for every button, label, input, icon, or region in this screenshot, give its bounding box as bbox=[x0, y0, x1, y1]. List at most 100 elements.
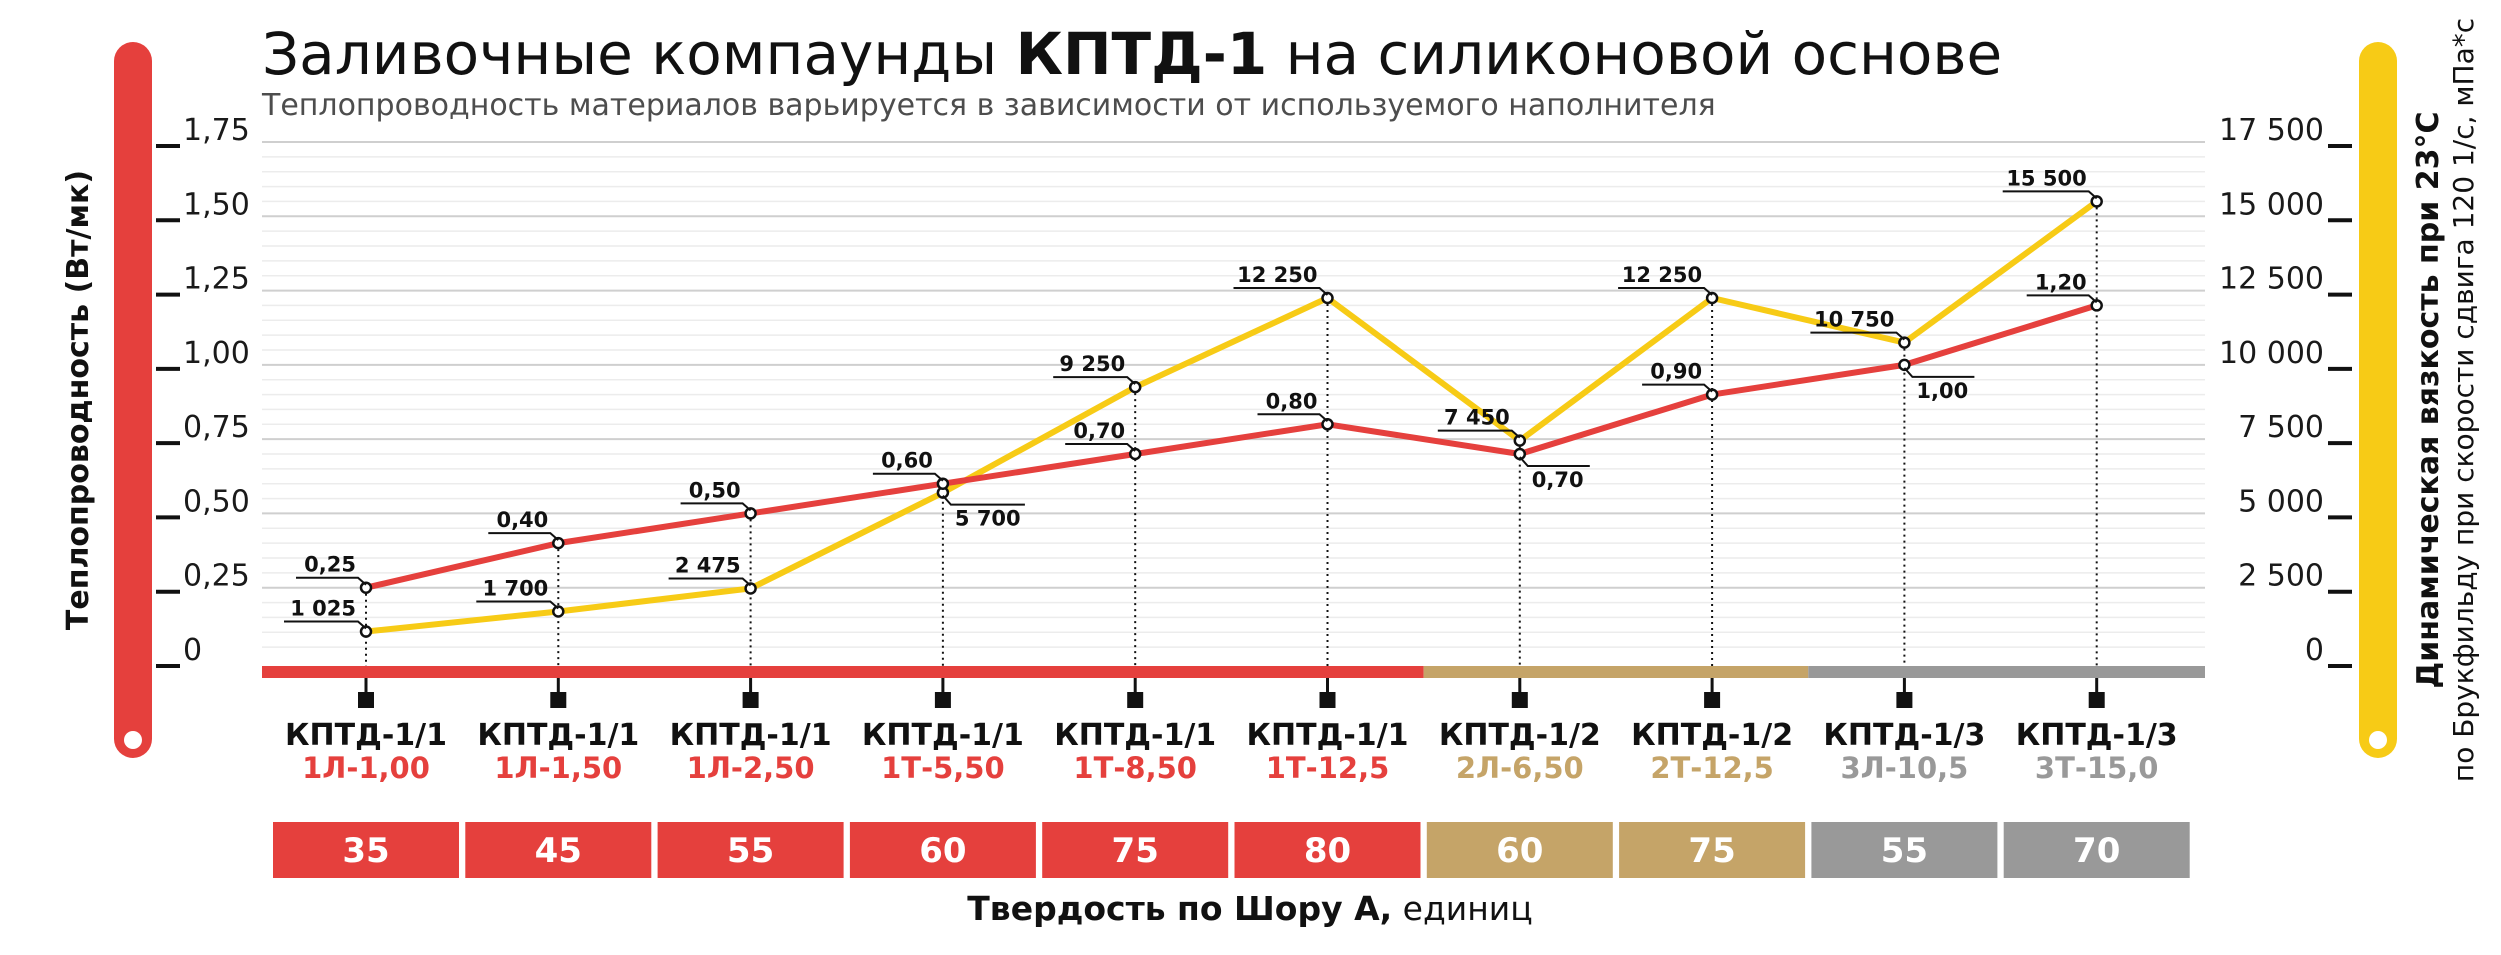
point-conductivity bbox=[1898, 358, 1911, 372]
data-label-conductivity: 0,40 bbox=[496, 508, 548, 532]
data-label-conductivity: 0,50 bbox=[689, 478, 741, 502]
point-viscosity bbox=[1898, 336, 1911, 349]
point-conductivity bbox=[1513, 447, 1527, 461]
hardness-value: 60 bbox=[919, 831, 966, 871]
category-name: КПТД-1/1 bbox=[670, 718, 832, 753]
point-conductivity bbox=[2090, 299, 2103, 312]
point-conductivity bbox=[1321, 418, 1334, 431]
left-tick-label: 1,50 bbox=[183, 187, 250, 222]
category-marker bbox=[1127, 692, 1144, 708]
data-label-conductivity: 1,00 bbox=[1916, 379, 1968, 403]
leader-line bbox=[1810, 331, 1906, 341]
category-marker bbox=[1896, 692, 1913, 708]
data-label-conductivity: 0,70 bbox=[1532, 468, 1584, 492]
point-conductivity bbox=[552, 536, 565, 550]
category-name: КПТД-1/1 bbox=[862, 718, 1024, 753]
category-marker bbox=[742, 692, 759, 708]
category-code: 1Л-1,00 bbox=[302, 751, 430, 785]
left-tick-label: 0,75 bbox=[183, 410, 250, 445]
right-tick-label: 2 500 bbox=[2238, 559, 2324, 594]
right-tick-label: 5 000 bbox=[2238, 484, 2324, 519]
leader-line bbox=[1257, 413, 1329, 423]
category-labels: КПТД-1/11Л-1,00КПТД-1/11Л-1,50КПТД-1/11Л… bbox=[285, 678, 2178, 785]
category-code: 1Т-5,50 bbox=[881, 751, 1005, 785]
hardness-value: 55 bbox=[1881, 831, 1928, 871]
category-marker bbox=[1511, 692, 1528, 708]
right-tick-label: 15 000 bbox=[2219, 187, 2324, 222]
hardness-value: 45 bbox=[535, 831, 582, 871]
point-conductivity bbox=[1128, 447, 1142, 461]
right-tick-label: 12 500 bbox=[2219, 262, 2324, 297]
hardness-box bbox=[1042, 822, 1229, 878]
category-marker bbox=[934, 692, 951, 708]
point-viscosity bbox=[1321, 291, 1334, 305]
point-conductivity bbox=[744, 507, 757, 520]
category-code: 1Л-2,50 bbox=[687, 751, 815, 785]
category-marker bbox=[1319, 692, 1336, 708]
category-name: КПТД-1/1 bbox=[477, 718, 639, 753]
leader-line bbox=[872, 472, 944, 482]
data-label-conductivity: 1,20 bbox=[2035, 270, 2087, 294]
left-tick-label: 0,50 bbox=[183, 484, 250, 519]
hardness-value: 55 bbox=[727, 831, 774, 871]
data-label-viscosity: 7 450 bbox=[1444, 406, 1510, 430]
leader-line bbox=[1618, 287, 1713, 296]
data-label-viscosity: 10 750 bbox=[1814, 308, 1894, 332]
category-marker bbox=[1704, 692, 1721, 708]
right-tick-label: 7 500 bbox=[2238, 410, 2324, 445]
hardness-box bbox=[1811, 822, 1998, 878]
hardness-box bbox=[849, 822, 1036, 878]
grid bbox=[262, 141, 2205, 648]
right-axis-title: Динамическая вязкость при 23°С bbox=[2411, 112, 2446, 689]
point-conductivity bbox=[359, 581, 373, 594]
hardness-box bbox=[657, 822, 844, 878]
data-label-viscosity: 2 475 bbox=[675, 553, 741, 577]
hardness-box bbox=[1426, 822, 1613, 878]
hardness-value: 75 bbox=[1112, 831, 1159, 871]
hardness-value: 70 bbox=[2073, 831, 2120, 871]
data-label-viscosity: 1 025 bbox=[290, 597, 356, 621]
category-name: КПТД-1/3 bbox=[1823, 718, 1985, 753]
right-axis-subtitle: по Брукфильду при скорости сдвига 120 1/… bbox=[2447, 18, 2480, 782]
category-name: КПТД-1/2 bbox=[1631, 718, 1793, 753]
data-label-viscosity: 9 250 bbox=[1059, 352, 1125, 376]
data-label-conductivity: 0,90 bbox=[1650, 360, 1702, 384]
chart-subtitle: Теплопроводность материалов варьируется … bbox=[261, 88, 1716, 123]
leader-line bbox=[284, 620, 367, 630]
leader-line bbox=[680, 502, 752, 512]
leader-line bbox=[1519, 456, 1590, 467]
data-label-viscosity: 1 700 bbox=[483, 576, 549, 600]
point-viscosity bbox=[359, 625, 373, 638]
left-tick-label: 0,25 bbox=[183, 559, 250, 594]
point-viscosity bbox=[552, 605, 565, 618]
leader-line bbox=[1642, 383, 1713, 393]
category-code: 1Т-8,50 bbox=[1073, 751, 1197, 785]
hardness-value: 60 bbox=[1496, 831, 1543, 871]
hardness-box bbox=[1619, 822, 1806, 878]
category-name: КПТД-1/1 bbox=[285, 718, 447, 753]
bottom-axis-title: Твердость по Шору А, единиц bbox=[967, 889, 1532, 928]
left-axis-ticks: 0 0,25 0,50 0,75 1,00 1,25 1,50 1,75 bbox=[156, 113, 250, 668]
group-segment bbox=[1423, 666, 1809, 678]
drop-lines bbox=[365, 201, 2098, 666]
category-code: 2Л-6,50 bbox=[1456, 751, 1584, 785]
category-marker bbox=[2088, 692, 2105, 708]
data-labels: 0,25 0,40 0,50 0,60 0,70 0,80 0,70 0,90 1,00 1,20… bbox=[284, 166, 2098, 630]
data-label-viscosity: 5 700 bbox=[955, 507, 1021, 531]
category-name: КПТД-1/2 bbox=[1439, 718, 1601, 753]
leader-line bbox=[1233, 287, 1329, 296]
left-tick-label: 0 bbox=[183, 633, 202, 668]
hardness-value: 75 bbox=[1688, 831, 1735, 871]
hardness-box bbox=[465, 822, 652, 878]
leader-line bbox=[1903, 367, 1975, 378]
point-viscosity bbox=[1128, 380, 1142, 394]
leader-line bbox=[476, 600, 559, 610]
hardness-row: 35 45 55 60 75 80 60 75 55 70 bbox=[273, 822, 2190, 878]
leader-line bbox=[1065, 443, 1136, 452]
data-label-viscosity: 12 250 bbox=[1622, 263, 1702, 287]
leader-line bbox=[942, 494, 1025, 506]
category-marker bbox=[550, 692, 567, 708]
category-marker bbox=[358, 692, 374, 708]
chart-title: Заливочные компаунды КПТД-1 на силиконов… bbox=[262, 20, 2002, 88]
